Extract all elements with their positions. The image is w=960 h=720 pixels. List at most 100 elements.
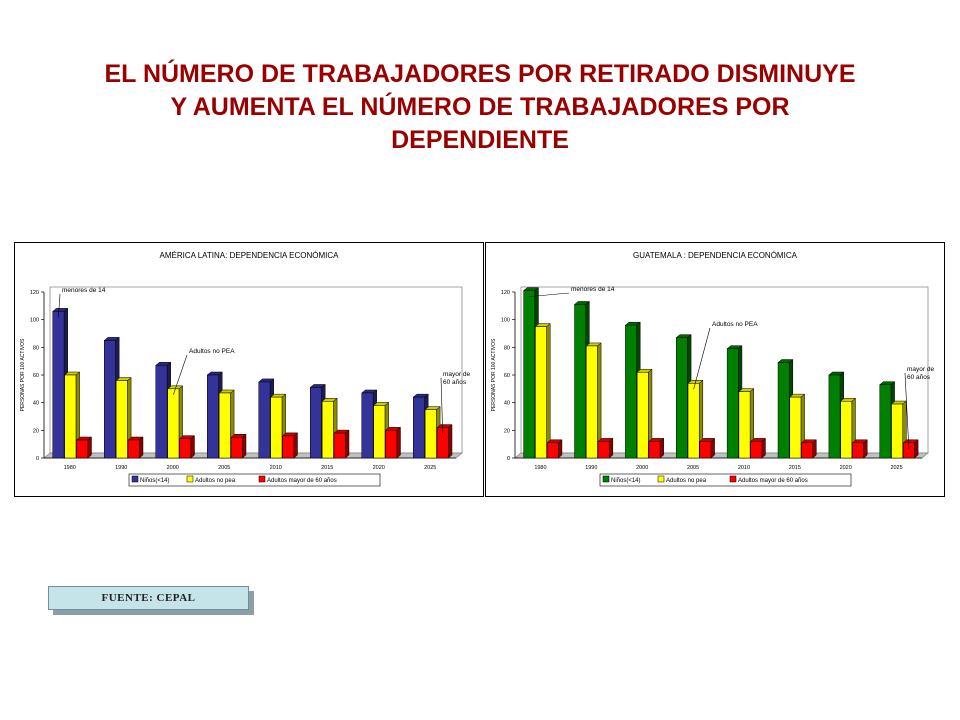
x-tick-label-2015: 2015 <box>321 465 333 471</box>
bar-front <box>597 441 610 459</box>
bar-front <box>840 401 853 459</box>
bar-front <box>648 441 661 459</box>
x-tick-label-2020: 2020 <box>840 465 852 471</box>
y-axis-label: PERSONAS POR 100 ACTIVOS <box>491 338 497 411</box>
bar-side <box>396 426 401 459</box>
y-tick-label: 80 <box>33 345 39 351</box>
bar-front <box>333 432 346 459</box>
bar-side <box>345 429 350 459</box>
slide-title: EL NÚMERO DE TRABAJADORES POR RETIRADO D… <box>20 58 940 157</box>
legend: Niños(<14) Adultos no pea Adultos mayor de… <box>128 473 381 487</box>
bar-front <box>76 439 89 459</box>
x-tick-label-2000: 2000 <box>167 465 179 471</box>
bar-side <box>546 323 551 459</box>
y-tick-label: 100 <box>501 318 510 324</box>
title-line-2: Y AUMENTA EL NÚMERO DE TRABAJADORES POR <box>170 93 790 121</box>
source-label: FUENTE: CEPAL <box>48 586 249 610</box>
bar-front <box>777 362 790 459</box>
bar-side <box>761 437 766 459</box>
bar-front <box>828 374 841 459</box>
bar-front <box>879 384 892 459</box>
annotation-label: Adultos no PEA <box>189 348 235 355</box>
bar-guate-adultos-mayor-de-60-a-os-2015 <box>800 439 818 459</box>
x-tick-label-2020: 2020 <box>373 465 385 471</box>
bar-latam-adultos-mayor-de-60-a-os-2005 <box>230 433 247 459</box>
x-tick-label-2005: 2005 <box>218 465 230 471</box>
chart-title: GUATEMALA : DEPENDENCIA ECONÓMICA <box>633 251 798 260</box>
bar-latam-adultos-mayor-de-60-a-os-1990 <box>127 436 144 459</box>
x-tick-label-2005: 2005 <box>687 465 699 471</box>
bar-front <box>852 442 864 459</box>
bar-latam-adultos-mayor-de-60-a-os-2000 <box>178 435 196 459</box>
legend-label: Niños(<14) <box>611 478 641 484</box>
legend-swatch <box>258 475 266 483</box>
bar-latam-adultos-mayor-de-60-a-os-1980 <box>75 436 93 459</box>
bar-front <box>726 348 739 459</box>
x-tick-label-2025: 2025 <box>424 465 436 471</box>
bar-front <box>625 324 637 459</box>
bar-front <box>699 441 712 459</box>
annotation-leader <box>58 293 61 318</box>
bar-front <box>127 439 140 459</box>
bar-guate-adultos-mayor-de-60-a-os-2005 <box>699 437 716 459</box>
bar-guate-adultos-no-pea-2005 <box>687 379 704 459</box>
bar-front <box>310 387 322 459</box>
y-tick-label: 80 <box>504 345 510 351</box>
bar-front <box>282 435 295 459</box>
y-tick-label: 60 <box>33 373 39 379</box>
bar-side <box>710 437 715 459</box>
bar-guate-adultos-mayor-de-60-a-os-2025 <box>902 439 919 459</box>
bar-front <box>230 437 243 459</box>
bar-side <box>608 437 614 459</box>
legend: Niños(<14) Adultos no pea Adultos mayor de… <box>599 473 852 487</box>
bar-front <box>167 388 180 459</box>
x-tick-label-1980: 1980 <box>64 465 76 471</box>
bar-guate-adultos-mayor-de-60-a-os-1990 <box>597 437 614 459</box>
bar-front <box>750 441 763 459</box>
y-tick-label: 20 <box>504 428 510 434</box>
bar-side <box>242 433 247 459</box>
x-tick-label-2015: 2015 <box>789 465 801 471</box>
bar-front <box>586 345 598 459</box>
bar-front <box>676 337 688 459</box>
annotation-label: Adultos no PEA <box>712 321 758 328</box>
legend-label: Adultos mayor de 60 años <box>267 478 337 484</box>
x-tick-label-1990: 1990 <box>585 465 597 471</box>
x-tick-label-2000: 2000 <box>636 465 648 471</box>
legend-swatch <box>602 475 610 483</box>
bar-front <box>155 365 168 459</box>
bar-guate-adultos-mayor-de-60-a-os-1980 <box>546 439 563 459</box>
bar-front <box>385 430 398 459</box>
x-tick-label-1990: 1990 <box>115 465 127 471</box>
bar-front <box>738 391 751 459</box>
bar-front <box>546 442 559 459</box>
bar-front <box>218 392 231 459</box>
x-tick-label-2010: 2010 <box>270 465 282 471</box>
y-tick-label: 60 <box>504 373 510 379</box>
title-line-1: EL NÚMERO DE TRABAJADORES POR RETIRADO D… <box>104 60 856 88</box>
bar-front <box>789 396 802 459</box>
bar-latam-adultos-mayor-de-60-a-os-2015 <box>333 429 350 459</box>
bar-guate-adultos-mayor-de-60-a-os-2010 <box>749 437 767 459</box>
bar-latam-adultos-no-pea-1990 <box>115 376 132 459</box>
bar-side <box>448 424 453 459</box>
bar-latam-adultos-mayor-de-60-a-os-2025 <box>436 424 453 459</box>
chart-america-latina: AMÉRICA LATINA: DEPENDENCIA ECONÓMICA 0 20… <box>14 242 484 497</box>
legend-swatch <box>657 475 665 483</box>
bar-front <box>574 304 586 459</box>
legend-label: Adultos mayor de 60 años <box>738 478 808 484</box>
bar-latam-adultos-no-pea-1980 <box>63 371 81 459</box>
bar-side <box>659 437 664 459</box>
america-latina-chart-svg: AMÉRICA LATINA: DEPENDENCIA ECONÓMICA 0 20… <box>14 242 484 497</box>
y-tick-label: 120 <box>501 290 510 296</box>
bar-front <box>361 392 374 459</box>
annotation-label: mayor de 60 años <box>907 366 934 381</box>
bar-front <box>523 290 536 459</box>
bar-front <box>636 371 649 459</box>
y-axis-label: PERSONAS POR 100 ACTIVOS <box>20 338 26 411</box>
annotation-leader <box>693 327 711 390</box>
y-tick-label: 40 <box>33 401 39 407</box>
y-tick-label: 0 <box>36 456 39 462</box>
bar-side <box>87 436 92 459</box>
bar-front <box>373 405 386 459</box>
